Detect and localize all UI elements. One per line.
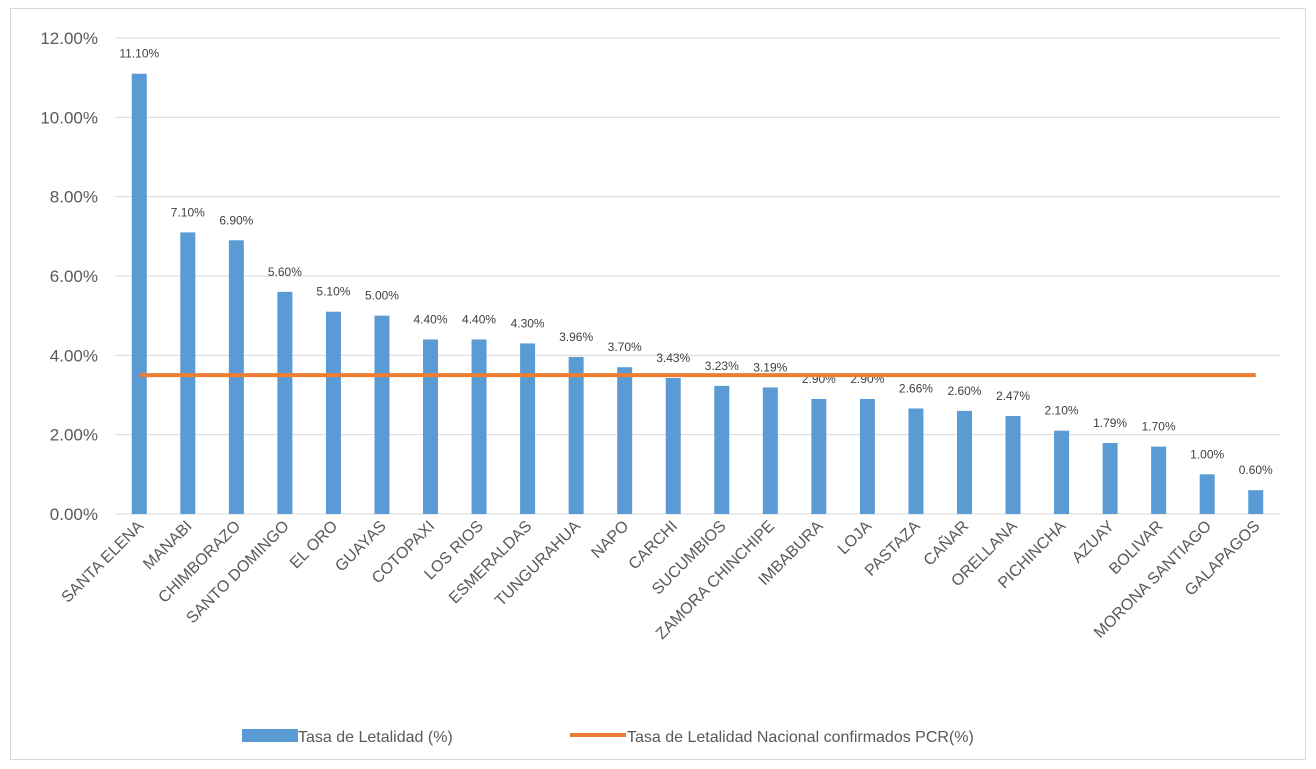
data-label: 1.79% [1093, 416, 1127, 430]
legend-label-line: Tasa de Letalidad Nacional confirmados P… [627, 729, 974, 746]
bar [568, 356, 584, 514]
data-label: 1.70% [1142, 420, 1176, 434]
x-tick-label: CHIMBORAZO [155, 518, 244, 607]
bar [131, 73, 147, 514]
data-label: 0.60% [1239, 463, 1273, 477]
bar [762, 387, 778, 514]
data-label: 2.66% [899, 381, 933, 395]
bar [859, 398, 875, 514]
bar [1005, 416, 1021, 514]
bar [956, 410, 972, 514]
y-tick-label: 8.00% [50, 188, 98, 207]
y-tick-label: 12.00% [40, 29, 98, 48]
y-tick-label: 0.00% [50, 505, 98, 524]
data-label: 7.10% [171, 205, 205, 219]
bar [617, 367, 633, 514]
y-tick-label: 2.00% [50, 426, 98, 445]
data-label: 3.43% [656, 351, 690, 365]
bar [811, 398, 827, 514]
data-label: 6.90% [219, 213, 253, 227]
data-label: 4.40% [462, 312, 496, 326]
data-label: 2.47% [996, 389, 1030, 403]
data-labels: 11.10% 7.10% 6.90% 5.60% 5.10% 5.00% 4.40% 4.40… [119, 47, 1273, 478]
bar [908, 408, 924, 514]
data-label: 5.60% [268, 265, 302, 279]
bar [1054, 430, 1070, 514]
data-label: 2.10% [1045, 404, 1079, 418]
bar [1248, 490, 1264, 514]
y-tick-label: 10.00% [40, 108, 98, 127]
x-tick-label: NAPO [588, 518, 632, 562]
y-axis: 0.00% 2.00% 4.00% 6.00% 8.00% 10.00% 12.00% [40, 29, 98, 524]
data-label: 2.60% [947, 384, 981, 398]
data-label: 4.40% [414, 312, 448, 326]
y-tick-label: 6.00% [50, 267, 98, 286]
data-label: 3.96% [559, 330, 593, 344]
legend-swatch-bar [242, 729, 298, 742]
legend-label-bar: Tasa de Letalidad (%) [298, 729, 453, 746]
bar [665, 377, 681, 514]
bar [1199, 474, 1215, 514]
x-tick-label: TUNGURAHUA [492, 518, 584, 610]
legend: Tasa de Letalidad (%) Tasa de Letalidad … [242, 729, 974, 746]
bar [325, 311, 341, 514]
bar [277, 291, 293, 514]
bar [1102, 442, 1118, 514]
data-label: 3.19% [753, 360, 787, 374]
x-tick-label: ESMERALDAS [446, 518, 535, 607]
data-label: 11.10% [119, 47, 159, 61]
bar [714, 385, 730, 514]
data-label: 4.30% [511, 316, 545, 330]
grid [115, 37, 1280, 515]
data-label: 3.70% [608, 340, 642, 354]
x-tick-label: SANTA ELENA [59, 518, 148, 607]
x-tick-label: AZUAY [1069, 518, 1118, 567]
bar [374, 315, 390, 514]
data-label: 3.23% [705, 359, 739, 373]
chart-frame [10, 8, 1306, 760]
bars [131, 73, 1264, 515]
x-tick-label: LOJA [835, 518, 876, 559]
bar [1151, 446, 1167, 514]
bar [423, 339, 439, 514]
bar [520, 343, 536, 514]
data-label: 1.00% [1190, 447, 1224, 461]
data-label: 5.10% [316, 285, 350, 299]
bar [471, 339, 487, 514]
data-label: 5.00% [365, 289, 399, 303]
y-tick-label: 4.00% [50, 346, 98, 365]
